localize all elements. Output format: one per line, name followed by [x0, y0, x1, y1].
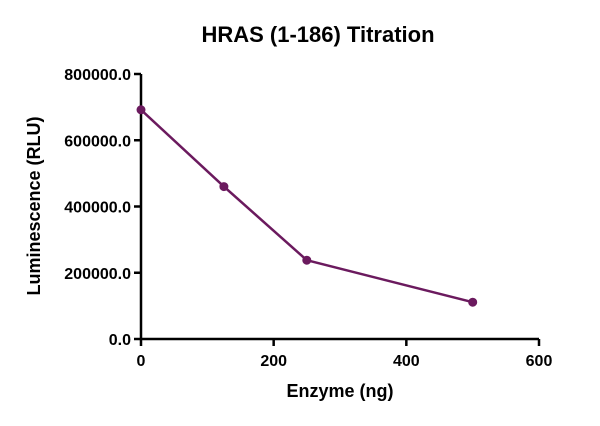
x-tick-label: 200: [260, 353, 287, 370]
chart-title: HRAS (1-186) Titration: [201, 22, 434, 47]
data-point: [219, 182, 229, 192]
data-point: [136, 105, 146, 115]
x-tick-label: 0: [137, 353, 146, 370]
x-axis-label: Enzyme (ng): [286, 381, 393, 401]
x-tick-label: 400: [393, 353, 420, 370]
series-plot: [136, 105, 478, 307]
y-tick-label: 800000.0: [64, 67, 131, 84]
y-tick-label: 200000.0: [64, 266, 131, 283]
axes: [139, 74, 539, 341]
data-point: [468, 297, 478, 307]
data-point: [302, 255, 312, 265]
y-tick-label: 0.0: [109, 332, 131, 349]
x-tick-label: 600: [526, 353, 553, 370]
tick-marks: 0.0 200000.0 400000.0 600000.0 800000.0 0 200 4…: [64, 67, 552, 370]
series-line: [140, 108, 474, 304]
y-tick-label: 600000.0: [64, 133, 131, 150]
y-axis-label: Luminescence (RLU): [24, 116, 44, 295]
y-tick-label: 400000.0: [64, 200, 131, 217]
